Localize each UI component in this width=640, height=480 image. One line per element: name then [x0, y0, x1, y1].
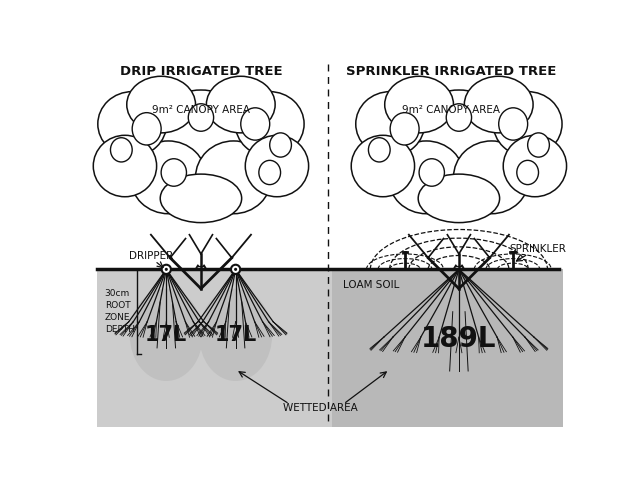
Ellipse shape	[199, 288, 272, 381]
Ellipse shape	[111, 138, 132, 162]
Ellipse shape	[363, 100, 454, 190]
Ellipse shape	[418, 174, 500, 223]
Text: SPRINKLER IRRIGATED TREE: SPRINKLER IRRIGATED TREE	[346, 65, 556, 78]
Text: 17L: 17L	[145, 325, 188, 345]
Text: 30cm
ROOT
ZONE
DEPTH: 30cm ROOT ZONE DEPTH	[105, 289, 134, 334]
Polygon shape	[196, 265, 206, 269]
Ellipse shape	[446, 104, 472, 131]
Text: SPRINKLER: SPRINKLER	[509, 243, 566, 253]
Bar	[97, 269, 559, 427]
Ellipse shape	[188, 104, 214, 131]
Text: 9m² CANOPY AREA: 9m² CANOPY AREA	[402, 105, 500, 115]
Ellipse shape	[390, 113, 419, 145]
Ellipse shape	[269, 133, 291, 157]
Ellipse shape	[465, 76, 533, 133]
Ellipse shape	[259, 160, 280, 185]
Ellipse shape	[160, 174, 242, 223]
Ellipse shape	[132, 113, 161, 145]
Ellipse shape	[493, 92, 562, 156]
Ellipse shape	[388, 141, 465, 214]
Ellipse shape	[131, 141, 206, 214]
Ellipse shape	[130, 288, 203, 381]
Ellipse shape	[517, 160, 538, 185]
Ellipse shape	[503, 135, 566, 197]
Ellipse shape	[127, 76, 196, 133]
Ellipse shape	[527, 133, 549, 157]
Text: 17L: 17L	[214, 325, 257, 345]
Ellipse shape	[385, 76, 454, 133]
Ellipse shape	[369, 138, 390, 162]
Ellipse shape	[403, 103, 515, 203]
Polygon shape	[454, 265, 464, 269]
Text: WETTED AREA: WETTED AREA	[283, 403, 358, 413]
Ellipse shape	[236, 92, 304, 156]
Ellipse shape	[351, 135, 415, 197]
Ellipse shape	[145, 103, 257, 203]
Circle shape	[164, 268, 168, 271]
Ellipse shape	[206, 76, 275, 133]
Ellipse shape	[241, 108, 269, 140]
Bar	[332, 269, 563, 427]
Ellipse shape	[499, 108, 527, 140]
Ellipse shape	[245, 135, 308, 197]
Circle shape	[234, 268, 237, 271]
Ellipse shape	[105, 100, 196, 190]
Ellipse shape	[196, 141, 271, 214]
Ellipse shape	[98, 92, 166, 156]
Ellipse shape	[413, 90, 504, 158]
Ellipse shape	[454, 141, 529, 214]
Circle shape	[162, 265, 171, 274]
Ellipse shape	[206, 100, 297, 190]
Ellipse shape	[161, 159, 186, 186]
Text: DRIP IRRIGATED TREE: DRIP IRRIGATED TREE	[120, 65, 282, 78]
Text: 189L: 189L	[421, 324, 497, 353]
Text: 9m² CANOPY AREA: 9m² CANOPY AREA	[152, 105, 250, 115]
Text: DRIPPER: DRIPPER	[129, 251, 173, 261]
Circle shape	[231, 265, 240, 274]
Ellipse shape	[356, 92, 424, 156]
Ellipse shape	[465, 100, 555, 190]
Text: LOAM SOIL: LOAM SOIL	[344, 280, 400, 290]
Ellipse shape	[156, 90, 246, 158]
Ellipse shape	[419, 159, 444, 186]
Ellipse shape	[93, 135, 157, 197]
